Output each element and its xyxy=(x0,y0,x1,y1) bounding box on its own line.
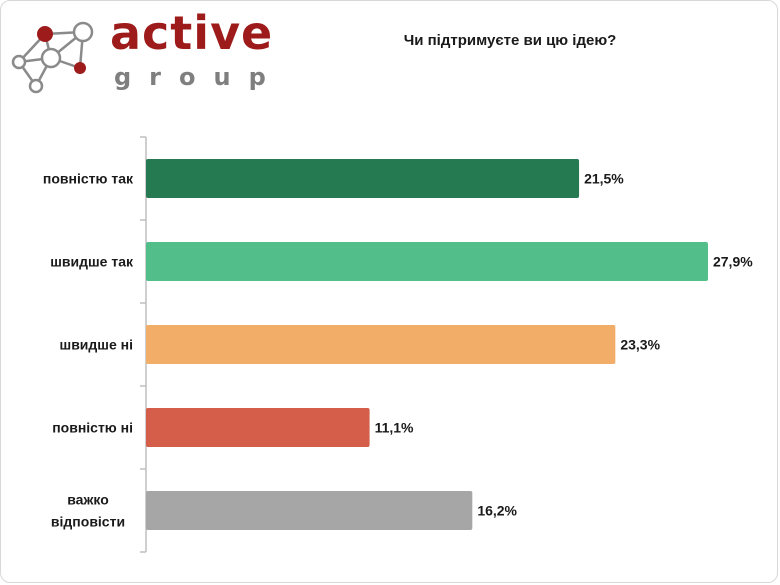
chart-title: Чи підтримуєте ви цю ідею? xyxy=(403,32,617,49)
data-label: 23,3% xyxy=(620,337,660,353)
category-label: повністю так xyxy=(43,171,134,187)
bar xyxy=(146,242,708,281)
molecule-network-logo-icon xyxy=(11,21,94,94)
data-label: 16,2% xyxy=(477,503,517,519)
bar xyxy=(146,159,580,198)
data-label: 27,9% xyxy=(713,254,753,270)
brand-subtitle: group xyxy=(114,63,284,91)
data-label: 11,1% xyxy=(375,420,414,436)
data-label: 21,5% xyxy=(584,171,624,187)
category-label: швидше так xyxy=(50,254,134,270)
category-label: повністю ні xyxy=(52,420,133,436)
category-label: швидше ні xyxy=(60,337,133,353)
brand-name: active xyxy=(110,6,274,60)
bar xyxy=(146,491,473,530)
category-label: важко відповісти xyxy=(51,492,125,530)
bar xyxy=(146,325,616,364)
bar xyxy=(146,408,370,447)
